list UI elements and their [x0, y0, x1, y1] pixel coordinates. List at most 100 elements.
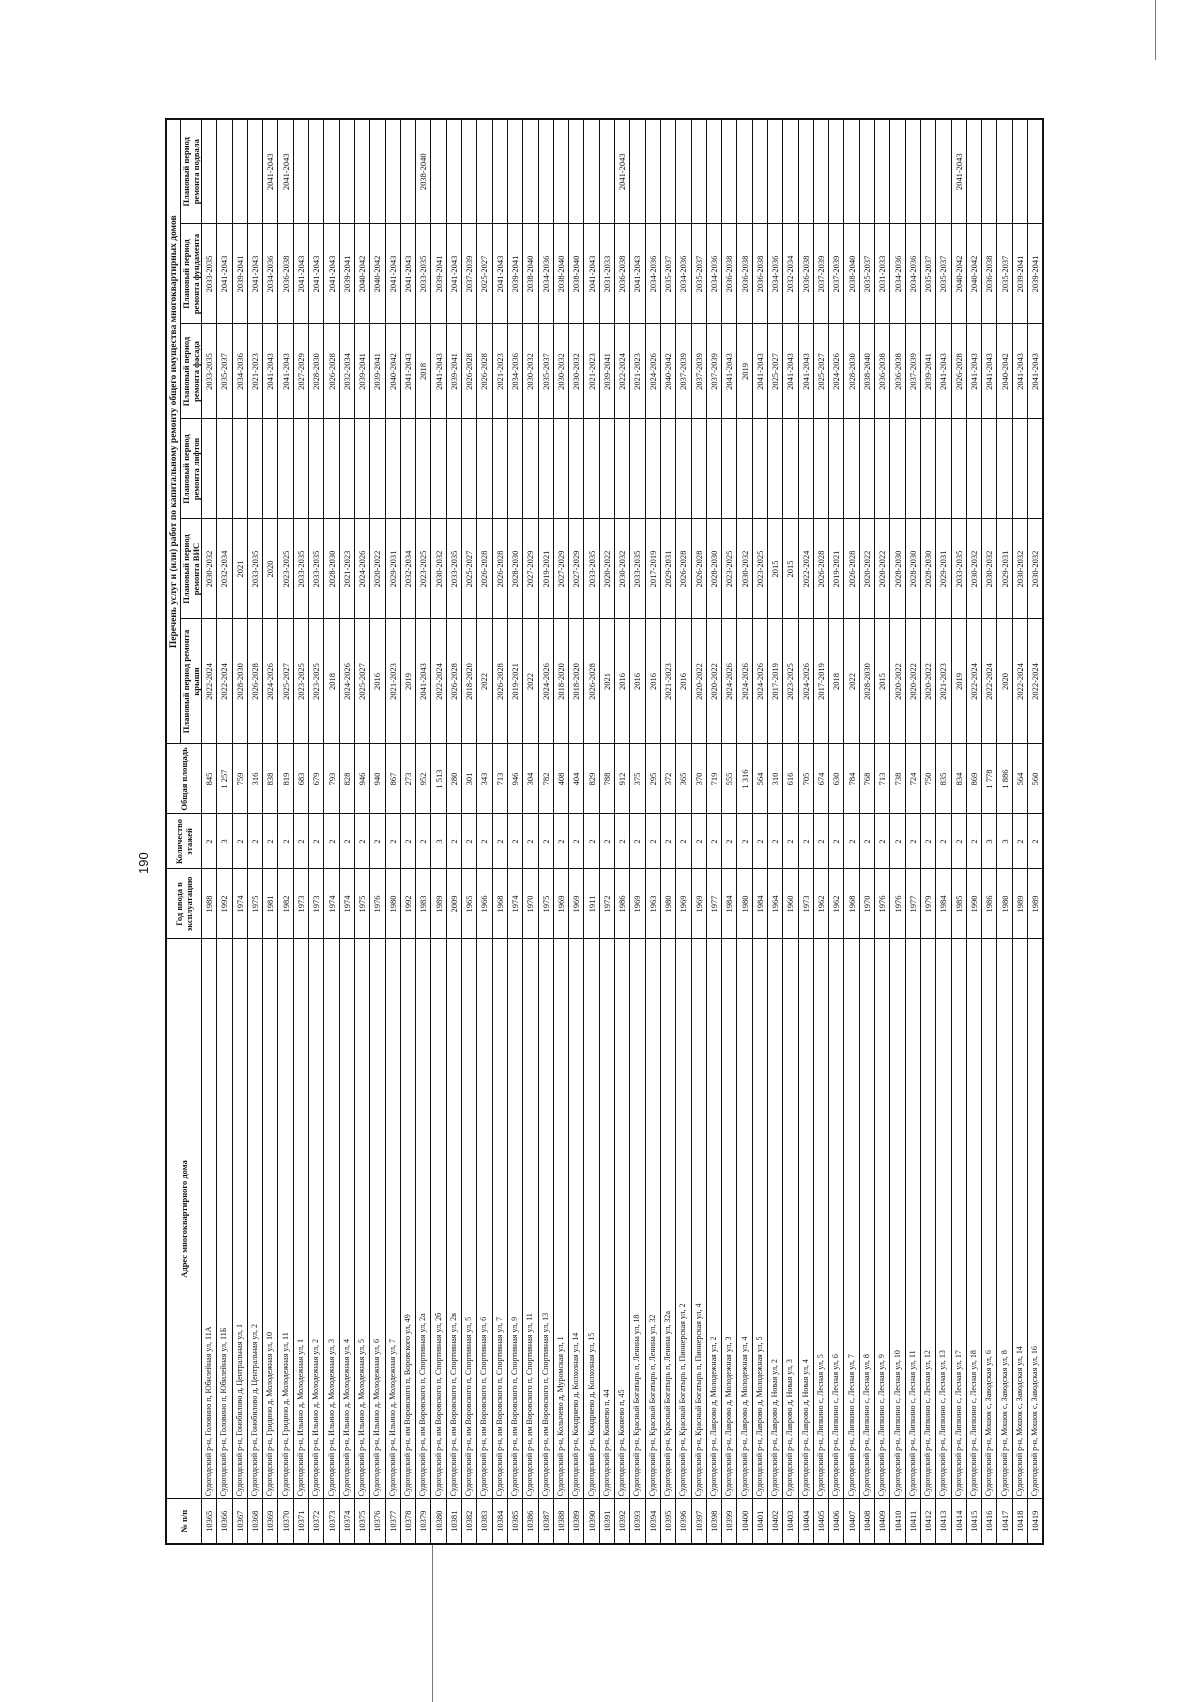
cell-year: 1985: [951, 869, 967, 939]
cell-lift: [262, 419, 278, 519]
cell-lift: [568, 419, 584, 519]
cell-facade: 2041-2043: [262, 324, 278, 419]
cell-roof: 2024-2026: [721, 619, 737, 744]
cell-facade: 2037-2039: [706, 324, 722, 419]
cell-num: 10414: [951, 1499, 967, 1544]
header-lift: Плановый период ремонта лифтов: [180, 419, 202, 519]
cell-roof: 2019: [400, 619, 416, 744]
cell-num: 10417: [996, 1499, 1013, 1544]
cell-address: Судогодский р-н, Коняево п, 45: [614, 939, 630, 1499]
cell-floors: 2: [645, 814, 661, 869]
cell-vis: 2023-2025: [277, 519, 294, 619]
cell-num: 10386: [522, 1499, 539, 1544]
cell-lift: [798, 419, 814, 519]
cell-vis: 2020-2022: [859, 519, 875, 619]
cell-facade: 2041-2043: [430, 324, 447, 419]
table-row: 10401 Судогодский р-н, Лаврово д, Молодеж…: [752, 118, 768, 1544]
cell-foundation: 2036-2038: [798, 224, 814, 324]
cell-basement: [476, 118, 493, 224]
cell-area: 564: [1012, 744, 1028, 814]
cell-address: Судогодский р-н, Липкино с, Лесная ул, 1…: [905, 939, 921, 1499]
cell-roof: 2018: [828, 619, 844, 744]
cell-year: 1911: [583, 869, 600, 939]
cell-year: 1984: [721, 869, 737, 939]
cell-address: Судогодский р-н, Лаврово д, Новая ул, 2: [767, 939, 783, 1499]
cell-num: 10395: [660, 1499, 676, 1544]
rotated-table-container: № п/п Адрес многоквартирного дома Год вв…: [165, 117, 1100, 1545]
cell-vis: 2033-2035: [629, 519, 646, 619]
cell-facade: 2030-2032: [522, 324, 539, 419]
table-row: 10391 Судогодский р-н, Коняево п, 44 1972 2…: [599, 118, 615, 1544]
cell-floors: 2: [874, 814, 890, 869]
cell-area: 375: [629, 744, 646, 814]
cell-vis: 2015: [782, 519, 799, 619]
cell-vis: 2017-2019: [645, 519, 661, 619]
cell-roof: 2022-2024: [1012, 619, 1028, 744]
cell-vis: 2030-2032: [1027, 519, 1044, 619]
cell-basement: [369, 118, 386, 224]
cell-foundation: 2039-2041: [232, 224, 248, 324]
cell-num: 10365: [201, 1499, 217, 1544]
header-vis: Плановый период ремонта ВИС: [180, 519, 202, 619]
cell-lift: [599, 419, 615, 519]
cell-facade: 2039-2041: [446, 324, 462, 419]
cell-vis: 2020: [262, 519, 278, 619]
cell-num: 10396: [675, 1499, 691, 1544]
cell-address: Судогодский р-н, Ильино д, Молодежная ул…: [308, 939, 324, 1499]
cell-lift: [767, 419, 783, 519]
cell-lift: [369, 419, 386, 519]
cell-floors: 2: [415, 814, 431, 869]
cell-basement: [492, 118, 508, 224]
cell-area: 301: [461, 744, 477, 814]
cell-area: 564: [752, 744, 768, 814]
cell-address: Судогодский р-н, Коняево п, 44: [599, 939, 615, 1499]
scan-artifact-line: [432, 1545, 433, 1702]
cell-address: Судогодский р-н, Липкино с, Лесная ул, 7: [843, 939, 860, 1499]
cell-floors: 3: [996, 814, 1013, 869]
cell-facade: 2037-2039: [675, 324, 691, 419]
cell-facade: 2036-2038: [874, 324, 890, 419]
cell-floors: 2: [568, 814, 584, 869]
cell-foundation: 2034-2036: [706, 224, 722, 324]
cell-foundation: 2031-2033: [599, 224, 615, 324]
cell-lift: [736, 419, 753, 519]
table-row: 10378 Судогодский р-н, им Воровского п, В…: [400, 118, 416, 1544]
cell-vis: 2026-2028: [843, 519, 860, 619]
cell-roof: 2020-2022: [706, 619, 722, 744]
cell-floors: 2: [675, 814, 691, 869]
cell-area: 724: [905, 744, 921, 814]
cell-foundation: 2036-2038: [752, 224, 768, 324]
cell-num: 10387: [538, 1499, 554, 1544]
cell-foundation: 2031-2033: [874, 224, 890, 324]
cell-vis: 2021: [232, 519, 248, 619]
header-roof: Плановый период ремонта крыши: [180, 619, 202, 744]
cell-lift: [1027, 419, 1044, 519]
cell-facade: 2041-2043: [400, 324, 416, 419]
cell-lift: [415, 419, 431, 519]
cell-lift: [920, 419, 936, 519]
cell-facade: 2032-2034: [339, 324, 355, 419]
cell-lift: [843, 419, 860, 519]
cell-roof: 2024-2026: [752, 619, 768, 744]
cell-num: 10407: [843, 1499, 860, 1544]
cell-floors: 2: [538, 814, 554, 869]
cell-area: 750: [920, 744, 936, 814]
cell-area: 1 316: [736, 744, 753, 814]
cell-lift: [339, 419, 355, 519]
cell-floors: 2: [1027, 814, 1044, 869]
cell-foundation: 2041-2043: [583, 224, 600, 324]
cell-floors: 2: [446, 814, 462, 869]
cell-lift: [354, 419, 370, 519]
cell-year: 1974: [507, 869, 523, 939]
cell-num: 10376: [369, 1499, 386, 1544]
cell-roof: 2024-2026: [339, 619, 355, 744]
cell-num: 10399: [721, 1499, 737, 1544]
cell-lift: [675, 419, 691, 519]
cell-num: 10404: [798, 1499, 814, 1544]
cell-year: 1970: [859, 869, 875, 939]
cell-year: 1963: [645, 869, 661, 939]
cell-floors: 2: [767, 814, 783, 869]
cell-vis: 2028-2030: [323, 519, 340, 619]
cell-year: 1968: [843, 869, 860, 939]
table-row: 10398 Судогодский р-н, Лаврово д, Молодеж…: [706, 118, 722, 1544]
